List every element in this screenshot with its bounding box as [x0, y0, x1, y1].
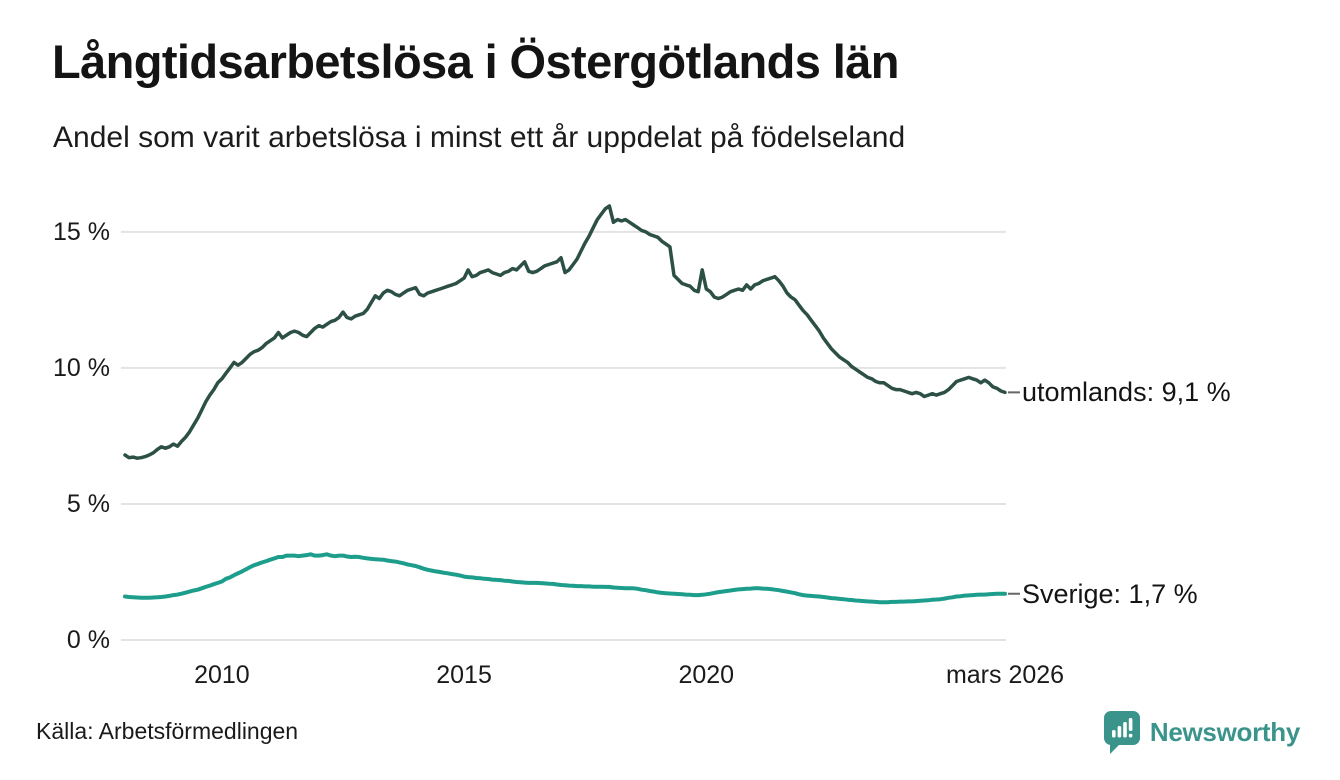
y-tick-10: 10 % — [53, 353, 110, 382]
chart-subtitle: Andel som varit arbetslösa i minst ett å… — [53, 121, 906, 154]
source-attribution: Källa: Arbetsförmedlingen — [36, 718, 299, 744]
x-tick-mars-2026: mars 2026 — [945, 661, 1065, 689]
series-end-label-utomlands: utomlands: 9,1 % — [1022, 377, 1231, 408]
y-tick-15: 15 % — [53, 217, 110, 246]
page-title: Långtidsarbetslösa i Östergötlands län — [52, 35, 899, 88]
newsworthy-wordmark: Newsworthy — [1149, 716, 1300, 747]
x-tick-2010: 2010 — [194, 661, 250, 689]
x-tick-2015: 2015 — [436, 661, 492, 689]
newsworthy-speech-bubble-bar-chart-icon — [1103, 710, 1141, 754]
newsworthy-logo: Newsworthy — [1103, 710, 1300, 754]
y-tick-5: 5 % — [66, 489, 110, 518]
y-tick-0: 0 % — [66, 626, 110, 654]
series-end-label-sverige: Sverige: 1,7 % — [1022, 578, 1198, 609]
x-tick-2020: 2020 — [678, 661, 735, 689]
